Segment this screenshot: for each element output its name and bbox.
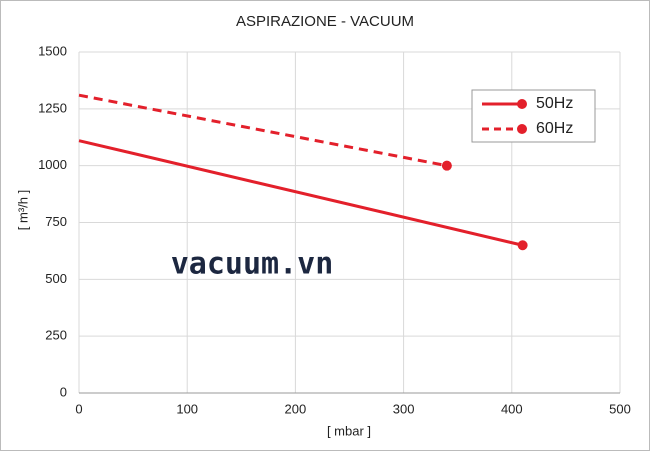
x-tick-label: 500 — [609, 401, 631, 416]
data-line — [78, 93, 448, 168]
y-tick-label: 1250 — [38, 100, 67, 115]
x-tick-label: 300 — [393, 401, 415, 416]
legend-box — [471, 89, 596, 143]
y-tick-label: 250 — [45, 328, 67, 343]
legend-label: 50Hz — [536, 95, 573, 112]
x-tick-label: 100 — [176, 401, 198, 416]
legend-marker — [517, 99, 527, 109]
x-tick-label: 200 — [285, 401, 307, 416]
data-point — [441, 160, 452, 171]
legend-marker — [517, 124, 527, 134]
x-tick-label: 400 — [501, 401, 523, 416]
y-tick-label: 500 — [45, 271, 67, 286]
x-axis-label: [ mbar ] — [327, 423, 371, 438]
y-axis-label: [ m³/h ] — [15, 190, 30, 230]
watermark: vacuum.vn — [171, 247, 334, 282]
chart-title: ASPIRAZIONE - VACUUM — [236, 13, 414, 30]
legend-label: 60Hz — [536, 120, 573, 137]
y-tick-label: 1000 — [38, 157, 67, 172]
data-line — [78, 139, 523, 247]
y-tick-label: 750 — [45, 214, 67, 229]
y-tick-label: 0 — [60, 384, 67, 399]
data-point — [517, 240, 528, 251]
x-tick-label: 0 — [75, 401, 82, 416]
y-tick-label: 1500 — [38, 43, 67, 58]
